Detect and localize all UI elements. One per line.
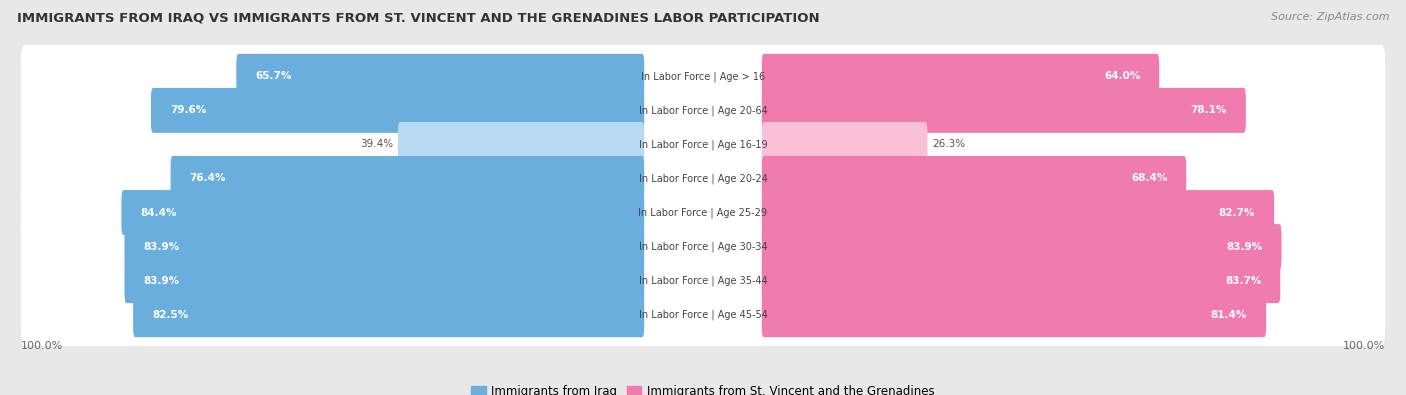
FancyBboxPatch shape [125, 258, 644, 303]
FancyBboxPatch shape [762, 224, 1281, 269]
Text: 64.0%: 64.0% [1104, 71, 1140, 81]
Text: 82.5%: 82.5% [152, 310, 188, 320]
Text: 39.4%: 39.4% [360, 139, 394, 149]
FancyBboxPatch shape [762, 258, 1281, 303]
FancyBboxPatch shape [21, 45, 1385, 108]
FancyBboxPatch shape [21, 147, 1385, 210]
Text: 68.4%: 68.4% [1130, 173, 1167, 184]
Text: In Labor Force | Age > 16: In Labor Force | Age > 16 [641, 71, 765, 82]
FancyBboxPatch shape [121, 190, 644, 235]
FancyBboxPatch shape [125, 224, 644, 269]
FancyBboxPatch shape [21, 249, 1385, 312]
FancyBboxPatch shape [21, 283, 1385, 346]
Text: 82.7%: 82.7% [1219, 207, 1256, 218]
Text: 100.0%: 100.0% [1343, 341, 1385, 351]
Text: In Labor Force | Age 30-34: In Labor Force | Age 30-34 [638, 241, 768, 252]
Text: 84.4%: 84.4% [141, 207, 177, 218]
FancyBboxPatch shape [762, 156, 1187, 201]
Text: 79.6%: 79.6% [170, 105, 207, 115]
Text: In Labor Force | Age 35-44: In Labor Force | Age 35-44 [638, 275, 768, 286]
FancyBboxPatch shape [150, 88, 644, 133]
FancyBboxPatch shape [762, 122, 928, 167]
Text: IMMIGRANTS FROM IRAQ VS IMMIGRANTS FROM ST. VINCENT AND THE GRENADINES LABOR PAR: IMMIGRANTS FROM IRAQ VS IMMIGRANTS FROM … [17, 12, 820, 25]
Text: 83.9%: 83.9% [143, 276, 180, 286]
FancyBboxPatch shape [236, 54, 644, 99]
FancyBboxPatch shape [21, 215, 1385, 278]
Text: In Labor Force | Age 20-24: In Labor Force | Age 20-24 [638, 173, 768, 184]
Text: In Labor Force | Age 16-19: In Labor Force | Age 16-19 [638, 139, 768, 150]
Text: Source: ZipAtlas.com: Source: ZipAtlas.com [1271, 12, 1389, 22]
FancyBboxPatch shape [134, 292, 644, 337]
FancyBboxPatch shape [21, 113, 1385, 176]
FancyBboxPatch shape [762, 292, 1267, 337]
Text: 26.3%: 26.3% [932, 139, 966, 149]
Text: 65.7%: 65.7% [256, 71, 291, 81]
Text: In Labor Force | Age 25-29: In Labor Force | Age 25-29 [638, 207, 768, 218]
Text: 83.9%: 83.9% [1226, 242, 1263, 252]
FancyBboxPatch shape [170, 156, 644, 201]
FancyBboxPatch shape [762, 54, 1159, 99]
Text: 81.4%: 81.4% [1211, 310, 1247, 320]
FancyBboxPatch shape [21, 79, 1385, 142]
FancyBboxPatch shape [398, 122, 644, 167]
Text: 100.0%: 100.0% [21, 341, 63, 351]
Legend: Immigrants from Iraq, Immigrants from St. Vincent and the Grenadines: Immigrants from Iraq, Immigrants from St… [467, 380, 939, 395]
Text: In Labor Force | Age 20-64: In Labor Force | Age 20-64 [638, 105, 768, 116]
Text: 76.4%: 76.4% [190, 173, 226, 184]
FancyBboxPatch shape [21, 181, 1385, 244]
Text: 83.7%: 83.7% [1225, 276, 1261, 286]
Text: In Labor Force | Age 45-54: In Labor Force | Age 45-54 [638, 309, 768, 320]
Text: 78.1%: 78.1% [1191, 105, 1227, 115]
Text: 83.9%: 83.9% [143, 242, 180, 252]
FancyBboxPatch shape [762, 190, 1274, 235]
FancyBboxPatch shape [762, 88, 1246, 133]
